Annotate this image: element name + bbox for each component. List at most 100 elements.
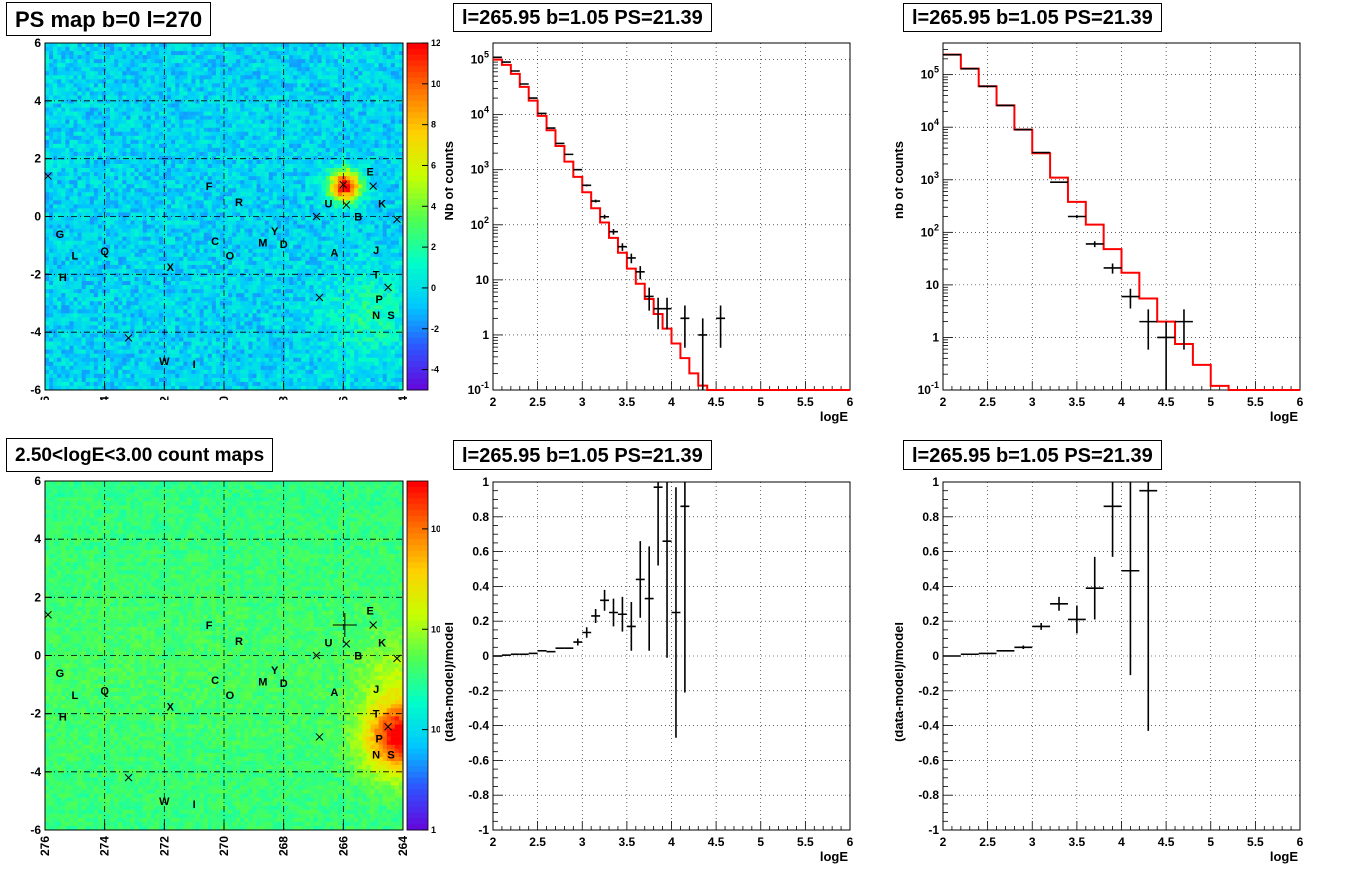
heatmap-cell bbox=[187, 256, 192, 262]
heatmap-cell bbox=[236, 71, 241, 76]
heatmap-cell bbox=[57, 47, 62, 52]
heatmap-cell bbox=[207, 224, 213, 229]
heatmap-cell bbox=[268, 268, 274, 274]
heatmap-cell bbox=[199, 155, 204, 161]
heatmap-cell bbox=[191, 147, 196, 153]
heatmap-cell bbox=[53, 147, 58, 153]
heatmap-cell bbox=[126, 55, 131, 60]
heatmap-cell bbox=[175, 127, 180, 133]
heatmap-cell bbox=[354, 91, 359, 96]
heatmap-cell bbox=[191, 160, 196, 165]
heatmap-cell bbox=[337, 212, 343, 217]
heatmap-cell bbox=[232, 99, 237, 104]
heatmap-cell bbox=[142, 216, 148, 221]
heatmap-cell bbox=[158, 228, 164, 233]
heatmap-cell bbox=[187, 208, 192, 213]
heatmap-cell bbox=[199, 99, 204, 104]
heatmap-cell bbox=[260, 196, 265, 201]
heatmap-cell bbox=[289, 232, 294, 237]
heatmap-cell bbox=[276, 67, 282, 72]
heatmap-cell bbox=[317, 99, 322, 104]
heatmap-cell bbox=[45, 256, 50, 262]
heatmap-cell bbox=[280, 99, 286, 104]
heatmap-cell bbox=[390, 51, 396, 56]
heatmap-cell bbox=[293, 91, 298, 96]
heatmap-cell bbox=[341, 184, 347, 189]
heatmap-cell bbox=[248, 204, 253, 209]
heatmap-cell bbox=[329, 127, 335, 133]
heatmap-cell bbox=[264, 95, 270, 100]
heatmap-cell bbox=[61, 260, 66, 266]
heatmap-cell bbox=[382, 67, 388, 72]
heatmap-cell bbox=[228, 155, 233, 161]
heatmap-cell bbox=[85, 236, 91, 241]
heatmap-cell bbox=[134, 111, 139, 116]
heatmap-cell bbox=[382, 220, 388, 225]
heatmap-cell bbox=[134, 160, 139, 165]
heatmap-cell bbox=[374, 107, 379, 112]
heatmap-cell bbox=[280, 95, 286, 100]
heatmap-cell bbox=[106, 75, 111, 80]
heatmap-cell bbox=[276, 160, 282, 165]
heatmap-cell bbox=[211, 220, 217, 225]
heatmap-cell bbox=[101, 111, 107, 116]
heatmap-cell bbox=[252, 71, 257, 76]
heatmap-cell bbox=[53, 224, 58, 229]
heatmap-cell bbox=[150, 196, 156, 201]
heatmap-cell bbox=[81, 200, 86, 205]
heatmap-cell bbox=[138, 91, 143, 96]
heatmap-cell bbox=[191, 75, 196, 80]
heatmap-cell bbox=[97, 200, 103, 205]
heatmap-cell bbox=[175, 248, 180, 254]
heatmap-cell bbox=[126, 99, 131, 104]
heatmap-cell bbox=[337, 228, 343, 233]
heatmap-cell bbox=[53, 51, 58, 56]
heatmap-cell bbox=[77, 119, 82, 124]
heatmap-cell bbox=[297, 236, 302, 241]
heatmap-cell bbox=[106, 216, 111, 221]
heatmap-cell bbox=[106, 220, 111, 225]
heatmap-cell bbox=[207, 87, 213, 92]
heatmap-cell bbox=[203, 160, 209, 165]
heatmap-cell bbox=[69, 204, 74, 209]
heatmap-cell bbox=[264, 188, 270, 193]
heatmap-cell bbox=[167, 87, 172, 92]
heatmap-cell bbox=[122, 160, 127, 165]
heatmap-cell bbox=[374, 115, 379, 120]
heatmap-cell bbox=[236, 228, 241, 233]
heatmap-cell bbox=[358, 99, 363, 104]
heatmap-cell bbox=[219, 135, 225, 141]
heatmap-cell bbox=[69, 91, 74, 96]
heatmap-cell bbox=[321, 168, 327, 173]
heatmap-cell bbox=[337, 87, 343, 92]
heatmap-cell bbox=[252, 192, 257, 197]
heatmap-cell bbox=[354, 119, 359, 124]
heatmap-cell bbox=[57, 99, 62, 104]
heatmap-cell bbox=[374, 248, 379, 254]
heatmap-cell bbox=[350, 256, 355, 262]
heatmap-cell bbox=[244, 180, 249, 185]
heatmap-cell bbox=[386, 139, 392, 145]
heatmap-cell bbox=[317, 180, 322, 185]
heatmap-cell bbox=[77, 115, 82, 120]
heatmap-cell bbox=[337, 244, 343, 250]
heatmap-cell bbox=[45, 123, 50, 129]
heatmap-cell bbox=[293, 268, 298, 274]
heatmap-cell bbox=[313, 160, 318, 165]
heatmap-cell bbox=[280, 168, 286, 173]
heatmap-cell bbox=[106, 151, 111, 157]
heatmap-cell bbox=[264, 51, 270, 56]
heatmap-cell bbox=[219, 83, 225, 88]
heatmap-cell bbox=[337, 63, 343, 68]
heatmap-cell bbox=[325, 180, 331, 185]
heatmap-cell bbox=[106, 236, 111, 241]
heatmap-cell bbox=[362, 260, 367, 266]
heatmap-cell bbox=[280, 260, 286, 266]
heatmap-cell bbox=[138, 127, 143, 133]
heatmap-cell bbox=[73, 43, 78, 48]
heatmap-cell bbox=[358, 131, 363, 137]
heatmap-cell bbox=[191, 252, 196, 258]
heatmap-cell bbox=[366, 59, 371, 64]
heatmap-cell bbox=[244, 91, 249, 96]
heatmap-cell bbox=[398, 79, 404, 84]
